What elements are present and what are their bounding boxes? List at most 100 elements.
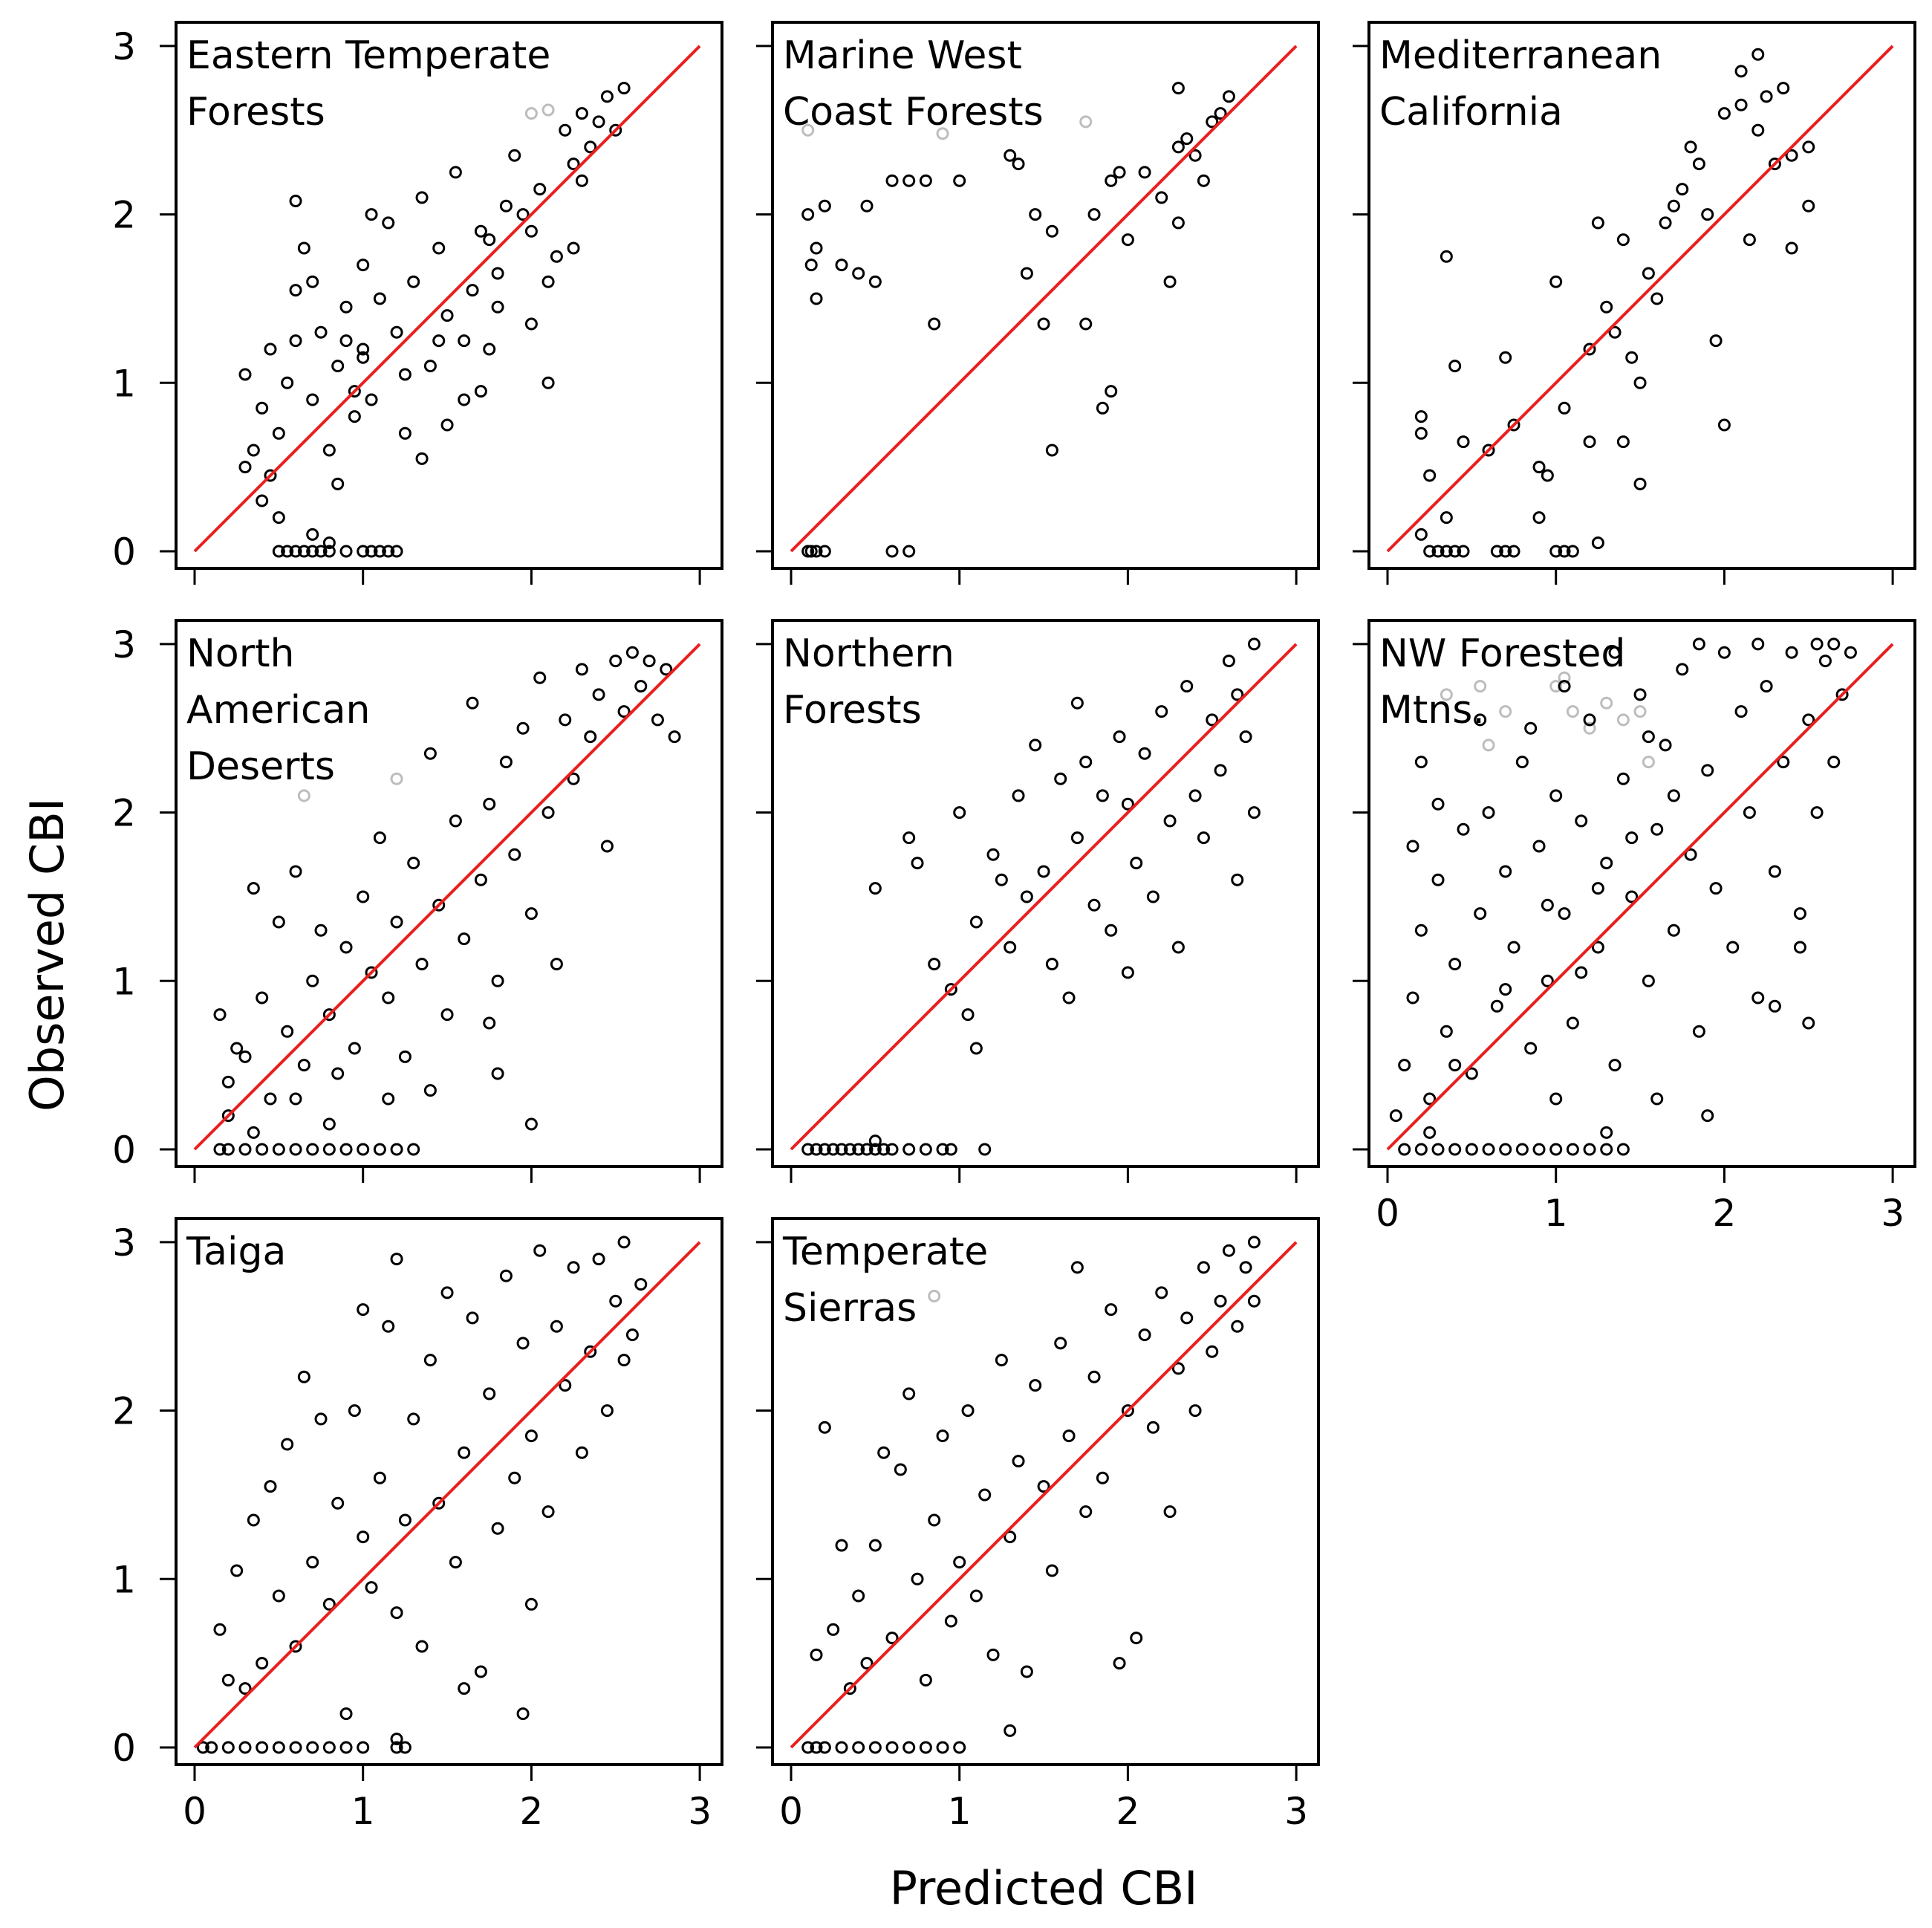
data-point — [1138, 166, 1151, 179]
panel-title-line: Sierras — [783, 1286, 917, 1331]
data-point — [272, 426, 285, 440]
data-point — [1701, 1109, 1714, 1123]
data-point — [314, 1412, 328, 1426]
data-point — [1752, 48, 1765, 61]
data-point — [936, 1429, 949, 1443]
data-point — [1414, 924, 1428, 937]
data-point — [213, 1143, 227, 1156]
data-point — [1515, 1143, 1529, 1156]
data-point — [1760, 90, 1773, 103]
data-point — [835, 259, 848, 272]
data-point — [1676, 183, 1689, 196]
data-point — [1625, 890, 1639, 903]
data-point — [289, 1092, 302, 1106]
data-point — [382, 545, 395, 558]
data-point — [516, 1707, 530, 1721]
data-point — [1827, 756, 1841, 769]
outlier-point — [1633, 705, 1647, 718]
panel-north-american-deserts: 0 1 2 3 North American Deserts — [112, 619, 723, 1183]
identity-line — [790, 1241, 1298, 1749]
data-point — [1096, 789, 1109, 802]
data-point — [1659, 216, 1672, 230]
data-point — [609, 655, 622, 668]
data-point — [1642, 730, 1655, 744]
identity-line — [1386, 45, 1894, 553]
panel-title: Eastern Temperate Forests — [186, 33, 550, 134]
data-point — [1802, 713, 1815, 727]
data-point — [1206, 713, 1219, 727]
data-point — [634, 1278, 648, 1291]
data-point — [1214, 107, 1227, 120]
data-point — [1616, 1143, 1630, 1156]
data-point — [868, 882, 882, 895]
data-point — [339, 1741, 353, 1754]
y-tick-label: 1 — [112, 1558, 136, 1601]
data-point — [919, 1673, 932, 1687]
panel-nw-forested-mtns: 0 1 2 3 NW Forested Mtns. — [1353, 619, 1916, 1235]
data-point — [491, 300, 504, 314]
data-point — [911, 1572, 924, 1585]
data-point — [458, 393, 471, 406]
data-point — [1541, 974, 1554, 987]
data-point — [1558, 401, 1571, 415]
data-point — [272, 545, 285, 558]
data-point — [1717, 418, 1731, 432]
data-point — [1037, 317, 1050, 331]
data-point — [584, 140, 597, 154]
data-point — [1231, 873, 1244, 886]
data-point — [559, 1379, 572, 1392]
data-point — [1667, 924, 1680, 937]
data-point — [1717, 107, 1731, 120]
data-point — [827, 1623, 840, 1636]
data-point — [432, 898, 446, 912]
data-point — [238, 1143, 252, 1156]
data-point — [1231, 1320, 1244, 1333]
data-point — [1616, 772, 1630, 785]
data-point — [936, 1741, 949, 1754]
data-point — [1802, 140, 1815, 154]
data-point — [339, 941, 353, 954]
data-point — [289, 284, 302, 297]
x-tick-label: 2 — [519, 1790, 543, 1833]
data-point — [1171, 140, 1185, 154]
data-point — [1138, 747, 1151, 760]
y-tick-label: 1 — [112, 362, 136, 405]
data-point — [592, 1253, 605, 1266]
data-point — [541, 1505, 555, 1519]
data-point — [533, 183, 547, 196]
identity-line — [193, 1241, 701, 1749]
data-point — [1734, 98, 1748, 111]
data-point — [1642, 267, 1655, 280]
data-point — [256, 1143, 269, 1156]
data-point — [885, 1143, 899, 1156]
data-point — [407, 1143, 420, 1156]
data-point — [1482, 806, 1495, 819]
data-point — [651, 713, 664, 727]
data-point — [600, 1404, 614, 1418]
data-point — [969, 915, 983, 929]
data-point — [1633, 376, 1647, 389]
data-point — [238, 368, 252, 381]
data-point — [1575, 966, 1588, 979]
data-point — [810, 1741, 823, 1754]
panel-frame — [175, 619, 723, 1168]
data-point — [1440, 511, 1453, 525]
data-point — [373, 292, 386, 305]
data-point — [634, 680, 648, 693]
data-point — [911, 857, 924, 870]
data-point — [331, 360, 345, 373]
data-point — [953, 1556, 966, 1569]
data-point — [1414, 426, 1428, 440]
data-point — [1004, 1531, 1017, 1544]
data-point — [1566, 1143, 1579, 1156]
data-point — [567, 158, 580, 171]
data-point — [1515, 756, 1529, 769]
data-point — [1541, 469, 1554, 482]
data-point — [1482, 1143, 1495, 1156]
data-point — [373, 1471, 386, 1484]
data-point — [1214, 1294, 1227, 1308]
data-point — [1448, 1059, 1462, 1072]
x-tick-label: 1 — [948, 1790, 972, 1833]
data-point — [1239, 1261, 1252, 1274]
data-point — [524, 1429, 538, 1443]
